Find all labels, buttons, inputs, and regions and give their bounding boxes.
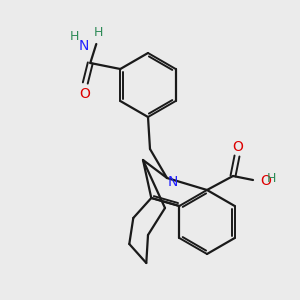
Text: N: N [79,39,89,53]
Text: O: O [232,140,243,154]
Text: H: H [94,26,103,38]
Text: O: O [260,174,271,188]
Text: O: O [79,87,90,101]
Text: N: N [168,175,178,189]
Text: H: H [70,29,79,43]
Text: H: H [266,172,276,185]
